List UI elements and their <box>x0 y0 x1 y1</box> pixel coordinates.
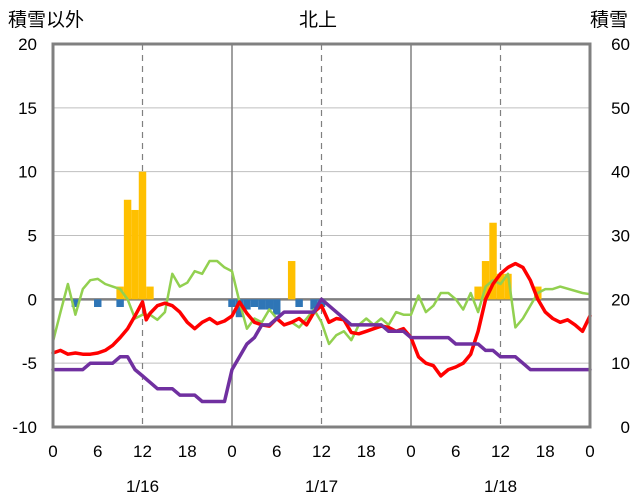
precipitation-mark <box>235 299 244 318</box>
snowfall-bar <box>138 171 147 300</box>
x-tick-labels: 0 6 12 18 0 6 12 18 0 6 12 18 0 <box>48 442 594 461</box>
right-y-tick-labels: 60 50 40 30 20 10 0 <box>611 35 630 437</box>
snowfall-bar <box>146 286 154 300</box>
left-y-tick-label: -10 <box>12 418 37 437</box>
snowfall-bar <box>504 273 512 300</box>
plot-border <box>51 42 592 429</box>
precipitation-marks <box>71 299 326 318</box>
x-tick-label: 12 <box>133 442 152 461</box>
precipitation-mark <box>94 299 102 307</box>
snowfall-bar <box>481 261 490 300</box>
precipitation-mark <box>250 299 259 307</box>
x-tick-label: 6 <box>272 442 281 461</box>
x-tick-label: 0 <box>227 442 236 461</box>
left-y-tick-label: 20 <box>18 35 37 54</box>
x-tick-label: 18 <box>536 442 555 461</box>
snowfall-bar <box>131 209 139 300</box>
precipitation-mark <box>243 299 251 310</box>
snowfall-bar <box>116 286 124 300</box>
chart-title: 北上 <box>299 9 337 31</box>
left-y-tick-label: -5 <box>22 354 37 373</box>
precipitation-mark <box>228 299 236 307</box>
x-tick-label: 6 <box>451 442 460 461</box>
snowfall-bar <box>496 273 505 300</box>
x-tick-label: 12 <box>312 442 331 461</box>
plot-frame <box>51 42 592 429</box>
snowfall-bar <box>123 199 132 300</box>
right-y-tick-label: 50 <box>611 99 630 118</box>
precipitation-mark <box>258 299 266 310</box>
left-y-tick-label: 5 <box>28 227 37 246</box>
x-tick-label: 0 <box>48 442 57 461</box>
precipitation-mark <box>265 299 274 310</box>
snowfall-bar <box>474 286 482 300</box>
snowfall-bar <box>489 222 497 300</box>
x-tick-label: 18 <box>178 442 197 461</box>
snowfall-bar <box>287 261 296 300</box>
x-tick-label: 6 <box>93 442 102 461</box>
left-y-tick-label: 10 <box>18 163 37 182</box>
precipitation-mark <box>116 299 124 307</box>
x-tick-label: 0 <box>585 442 594 461</box>
series-lines <box>51 259 592 404</box>
left-y-tick-label: 15 <box>18 99 37 118</box>
day-labels: 1/16 1/17 1/18 <box>126 477 517 496</box>
left-y-tick-label: 0 <box>28 290 37 309</box>
precipitation-mark <box>317 299 326 307</box>
x-tick-label: 12 <box>491 442 510 461</box>
day-label: 1/16 <box>126 477 159 496</box>
right-y-tick-label: 40 <box>611 163 630 182</box>
right-y-tick-label: 60 <box>611 35 630 54</box>
right-y-tick-label: 20 <box>611 290 630 309</box>
right-y-tick-label: 10 <box>611 354 630 373</box>
precipitation-mark <box>310 299 318 310</box>
x-tick-label: 18 <box>357 442 376 461</box>
left-y-tick-labels: 20 15 10 5 0 -5 -10 <box>12 35 37 437</box>
left-axis-title: 積雪以外 <box>8 9 84 31</box>
precipitation-mark <box>71 299 80 307</box>
x-tick-label: 0 <box>406 442 415 461</box>
day-label: 1/18 <box>484 477 517 496</box>
right-axis-title: 積雪 <box>590 9 628 31</box>
precipitation-mark <box>295 299 303 307</box>
right-y-tick-label: 30 <box>611 227 630 246</box>
right-y-tick-label: 0 <box>621 418 630 437</box>
day-label: 1/17 <box>305 477 338 496</box>
snow-depth-line <box>51 297 592 404</box>
precipitation-mark <box>273 299 281 315</box>
